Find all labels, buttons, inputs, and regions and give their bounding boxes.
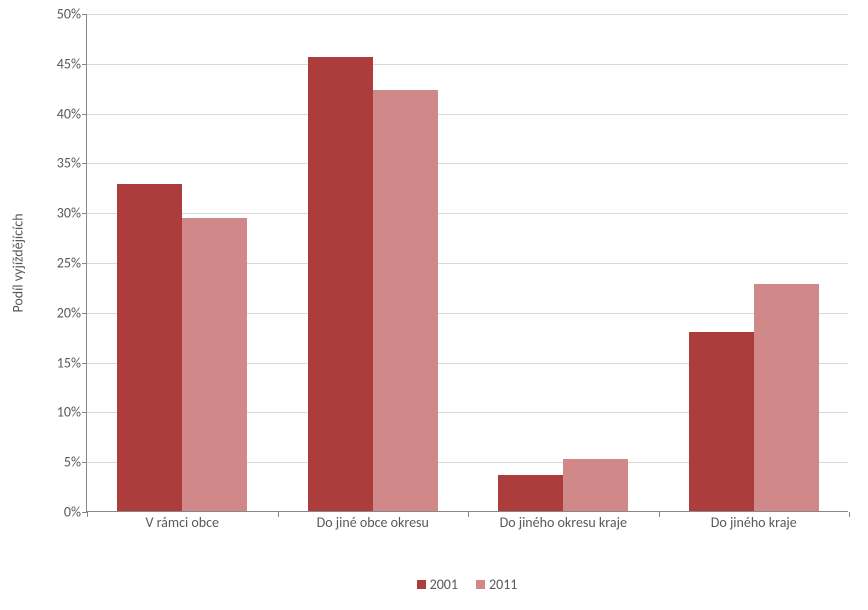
legend-item: 2001 — [417, 576, 458, 593]
bar — [182, 218, 247, 511]
gridline — [87, 213, 848, 214]
bar — [498, 475, 563, 511]
y-tick-mark — [82, 213, 87, 214]
x-tick-label: Do jiné obce okresu — [278, 511, 469, 532]
legend-label: 2011 — [489, 576, 517, 593]
y-tick-mark — [82, 313, 87, 314]
x-tick-mark — [849, 512, 850, 517]
y-tick-mark — [82, 14, 87, 15]
y-tick-mark — [82, 114, 87, 115]
x-tick-label: V rámci obce — [87, 511, 278, 532]
gridline — [87, 163, 848, 164]
y-axis-label: Podíl vyjíždějících — [10, 213, 27, 312]
legend-item: 2011 — [476, 576, 517, 593]
gridline — [87, 114, 848, 115]
y-tick-mark — [82, 412, 87, 413]
y-tick-mark — [82, 363, 87, 364]
bar — [563, 459, 628, 511]
y-tick-mark — [82, 263, 87, 264]
bar — [373, 90, 438, 511]
gridline — [87, 14, 848, 15]
plot-area: 0%5%10%15%20%25%30%35%40%45%50%V rámci o… — [86, 14, 848, 512]
y-tick-mark — [82, 163, 87, 164]
legend-swatch — [417, 580, 426, 589]
legend-label: 2001 — [430, 576, 458, 593]
bar — [754, 284, 819, 511]
y-tick-mark — [82, 462, 87, 463]
x-tick-label: Do jiného okresu kraje — [468, 511, 659, 532]
gridline — [87, 64, 848, 65]
y-tick-mark — [82, 64, 87, 65]
bar-chart: 0%5%10%15%20%25%30%35%40%45%50%V rámci o… — [0, 0, 868, 610]
bar — [308, 57, 373, 511]
x-tick-label: Do jiného kraje — [659, 511, 850, 532]
legend-swatch — [476, 580, 485, 589]
legend: 2001 2011 — [86, 576, 848, 593]
bar — [689, 332, 754, 511]
bar — [117, 184, 182, 511]
